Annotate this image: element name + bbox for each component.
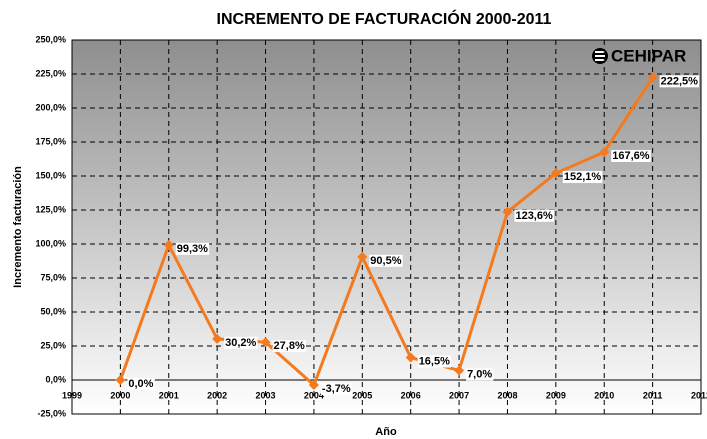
data-label-bg: [369, 254, 403, 267]
line: [118, 76, 654, 388]
marker: [502, 206, 513, 217]
data-label: 7,0%: [467, 368, 492, 380]
y-tick-label: 125,0%: [35, 204, 66, 214]
data-label-bg: [272, 340, 306, 353]
x-tick-label: 2007: [449, 390, 469, 400]
data-label-group: 152,1%: [562, 171, 603, 184]
data-label-bg: [659, 75, 700, 88]
x-tick-label: 2006: [401, 390, 421, 400]
data-label-bg: [562, 171, 603, 184]
data-label-group: 27,8%: [272, 340, 306, 353]
data-label: 90,5%: [370, 255, 401, 267]
x-tick-label: 2009: [546, 390, 566, 400]
y-tick-label: 175,0%: [35, 136, 66, 146]
data-label-group: 30,2%: [224, 336, 258, 349]
chart-title: INCREMENTO DE FACTURACIÓN 2000-2011: [217, 9, 552, 28]
y-tick-label: 200,0%: [35, 102, 66, 112]
data-label-group: 7,0%: [466, 368, 494, 381]
data-label: 167,6%: [612, 150, 650, 162]
data-label-bg: [224, 336, 258, 349]
data-label-group: 222,5%: [659, 75, 700, 88]
data-label-group: 16,5%: [417, 355, 452, 368]
data-label-bg: [514, 209, 554, 222]
x-tick-label: 2003: [256, 390, 276, 400]
marker: [308, 380, 319, 391]
data-label-group: 0,0%: [127, 377, 155, 390]
data-label: 222,5%: [661, 75, 699, 87]
marker: [260, 337, 271, 348]
x-axis-label: Año: [375, 426, 397, 438]
data-label-group: 167,6%: [611, 149, 651, 162]
data-label-bg: [175, 242, 210, 255]
x-tick-label: 2001: [159, 390, 179, 400]
data-label: -3,7%: [322, 383, 351, 395]
marker: [550, 168, 561, 179]
y-tick-label: -25,0%: [37, 408, 66, 418]
y-tick-label: 225,0%: [35, 68, 66, 78]
logo-text: CEHIPAR: [611, 46, 686, 65]
data-label: 30,2%: [225, 337, 256, 349]
data-label: 99,3%: [177, 243, 208, 255]
data-label: 123,6%: [515, 210, 553, 222]
data-label: 0,0%: [128, 378, 153, 390]
marker: [405, 352, 416, 363]
marker: [599, 147, 610, 158]
data-label-bg: [127, 377, 155, 390]
plot-border: [71, 39, 702, 415]
marker: [454, 365, 465, 376]
marker: [115, 375, 126, 385]
y-tick-label: 75,0%: [40, 272, 66, 282]
y-tick-label: 100,0%: [35, 238, 66, 248]
marker: [163, 239, 174, 250]
x-tick-label: 2010: [594, 390, 614, 400]
data-label-group: 123,6%: [514, 209, 554, 222]
data-label-bg: [466, 368, 494, 381]
data-label-bg: [611, 149, 651, 162]
x-tick-label: 2012: [691, 390, 707, 400]
x-tick-label: 2008: [497, 390, 517, 400]
x-tick-label: 2005: [352, 390, 372, 400]
data-label-bg: [320, 382, 352, 395]
y-tick-label: 25,0%: [40, 340, 66, 350]
x-tick-label: 2002: [207, 390, 227, 400]
x-tick-label: 2011: [643, 390, 663, 400]
data-label: 152,1%: [564, 171, 602, 183]
data-label-group: 99,3%: [175, 242, 210, 255]
data-label-group: 90,5%: [369, 254, 403, 267]
marker: [212, 333, 223, 344]
x-tick-label: 2004: [304, 390, 324, 400]
data-label: 27,8%: [274, 340, 305, 352]
marker: [357, 251, 368, 262]
data-label: 16,5%: [419, 355, 450, 367]
data-label-bg: [417, 355, 452, 368]
y-tick-label: 150,0%: [35, 170, 66, 180]
data-label-group: -3,7%: [320, 382, 352, 395]
marker: [647, 72, 658, 83]
y-tick-label: 250,0%: [35, 34, 66, 44]
plot-area: [72, 40, 701, 414]
y-axis-label: Incremento facturación: [12, 166, 24, 288]
y-tick-label: 50,0%: [40, 306, 66, 316]
y-tick-label: 0,0%: [45, 374, 66, 384]
x-tick-label: 2000: [110, 390, 130, 400]
